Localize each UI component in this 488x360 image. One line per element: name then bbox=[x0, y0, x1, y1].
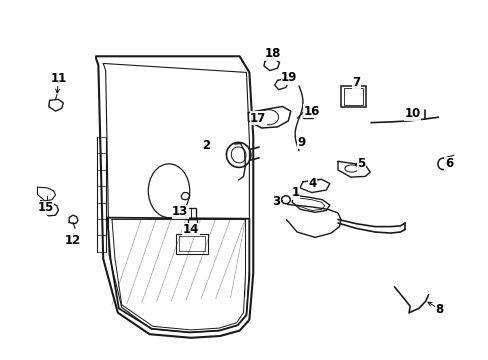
Text: 15: 15 bbox=[38, 202, 54, 215]
Text: 6: 6 bbox=[444, 157, 452, 170]
Text: 16: 16 bbox=[303, 105, 319, 118]
Text: 11: 11 bbox=[50, 72, 66, 85]
Text: 12: 12 bbox=[65, 234, 81, 247]
Text: 8: 8 bbox=[434, 303, 443, 316]
Text: 10: 10 bbox=[404, 107, 420, 120]
Bar bbox=[179, 236, 204, 251]
Text: 18: 18 bbox=[264, 47, 281, 60]
Text: 7: 7 bbox=[352, 76, 360, 89]
Text: 1: 1 bbox=[291, 186, 299, 199]
Bar bbox=[343, 88, 363, 105]
Bar bbox=[176, 234, 207, 253]
Text: 17: 17 bbox=[249, 112, 266, 125]
Text: 3: 3 bbox=[271, 195, 280, 208]
Text: 2: 2 bbox=[202, 139, 210, 152]
Bar bbox=[303, 108, 312, 118]
Bar bbox=[184, 208, 195, 219]
Text: 14: 14 bbox=[183, 223, 199, 236]
Text: 19: 19 bbox=[281, 71, 297, 84]
Text: 13: 13 bbox=[172, 205, 188, 218]
Text: 5: 5 bbox=[357, 157, 365, 170]
Text: 9: 9 bbox=[297, 136, 305, 149]
Bar bbox=[188, 219, 197, 229]
Bar bbox=[340, 86, 366, 107]
Text: 4: 4 bbox=[308, 177, 316, 190]
